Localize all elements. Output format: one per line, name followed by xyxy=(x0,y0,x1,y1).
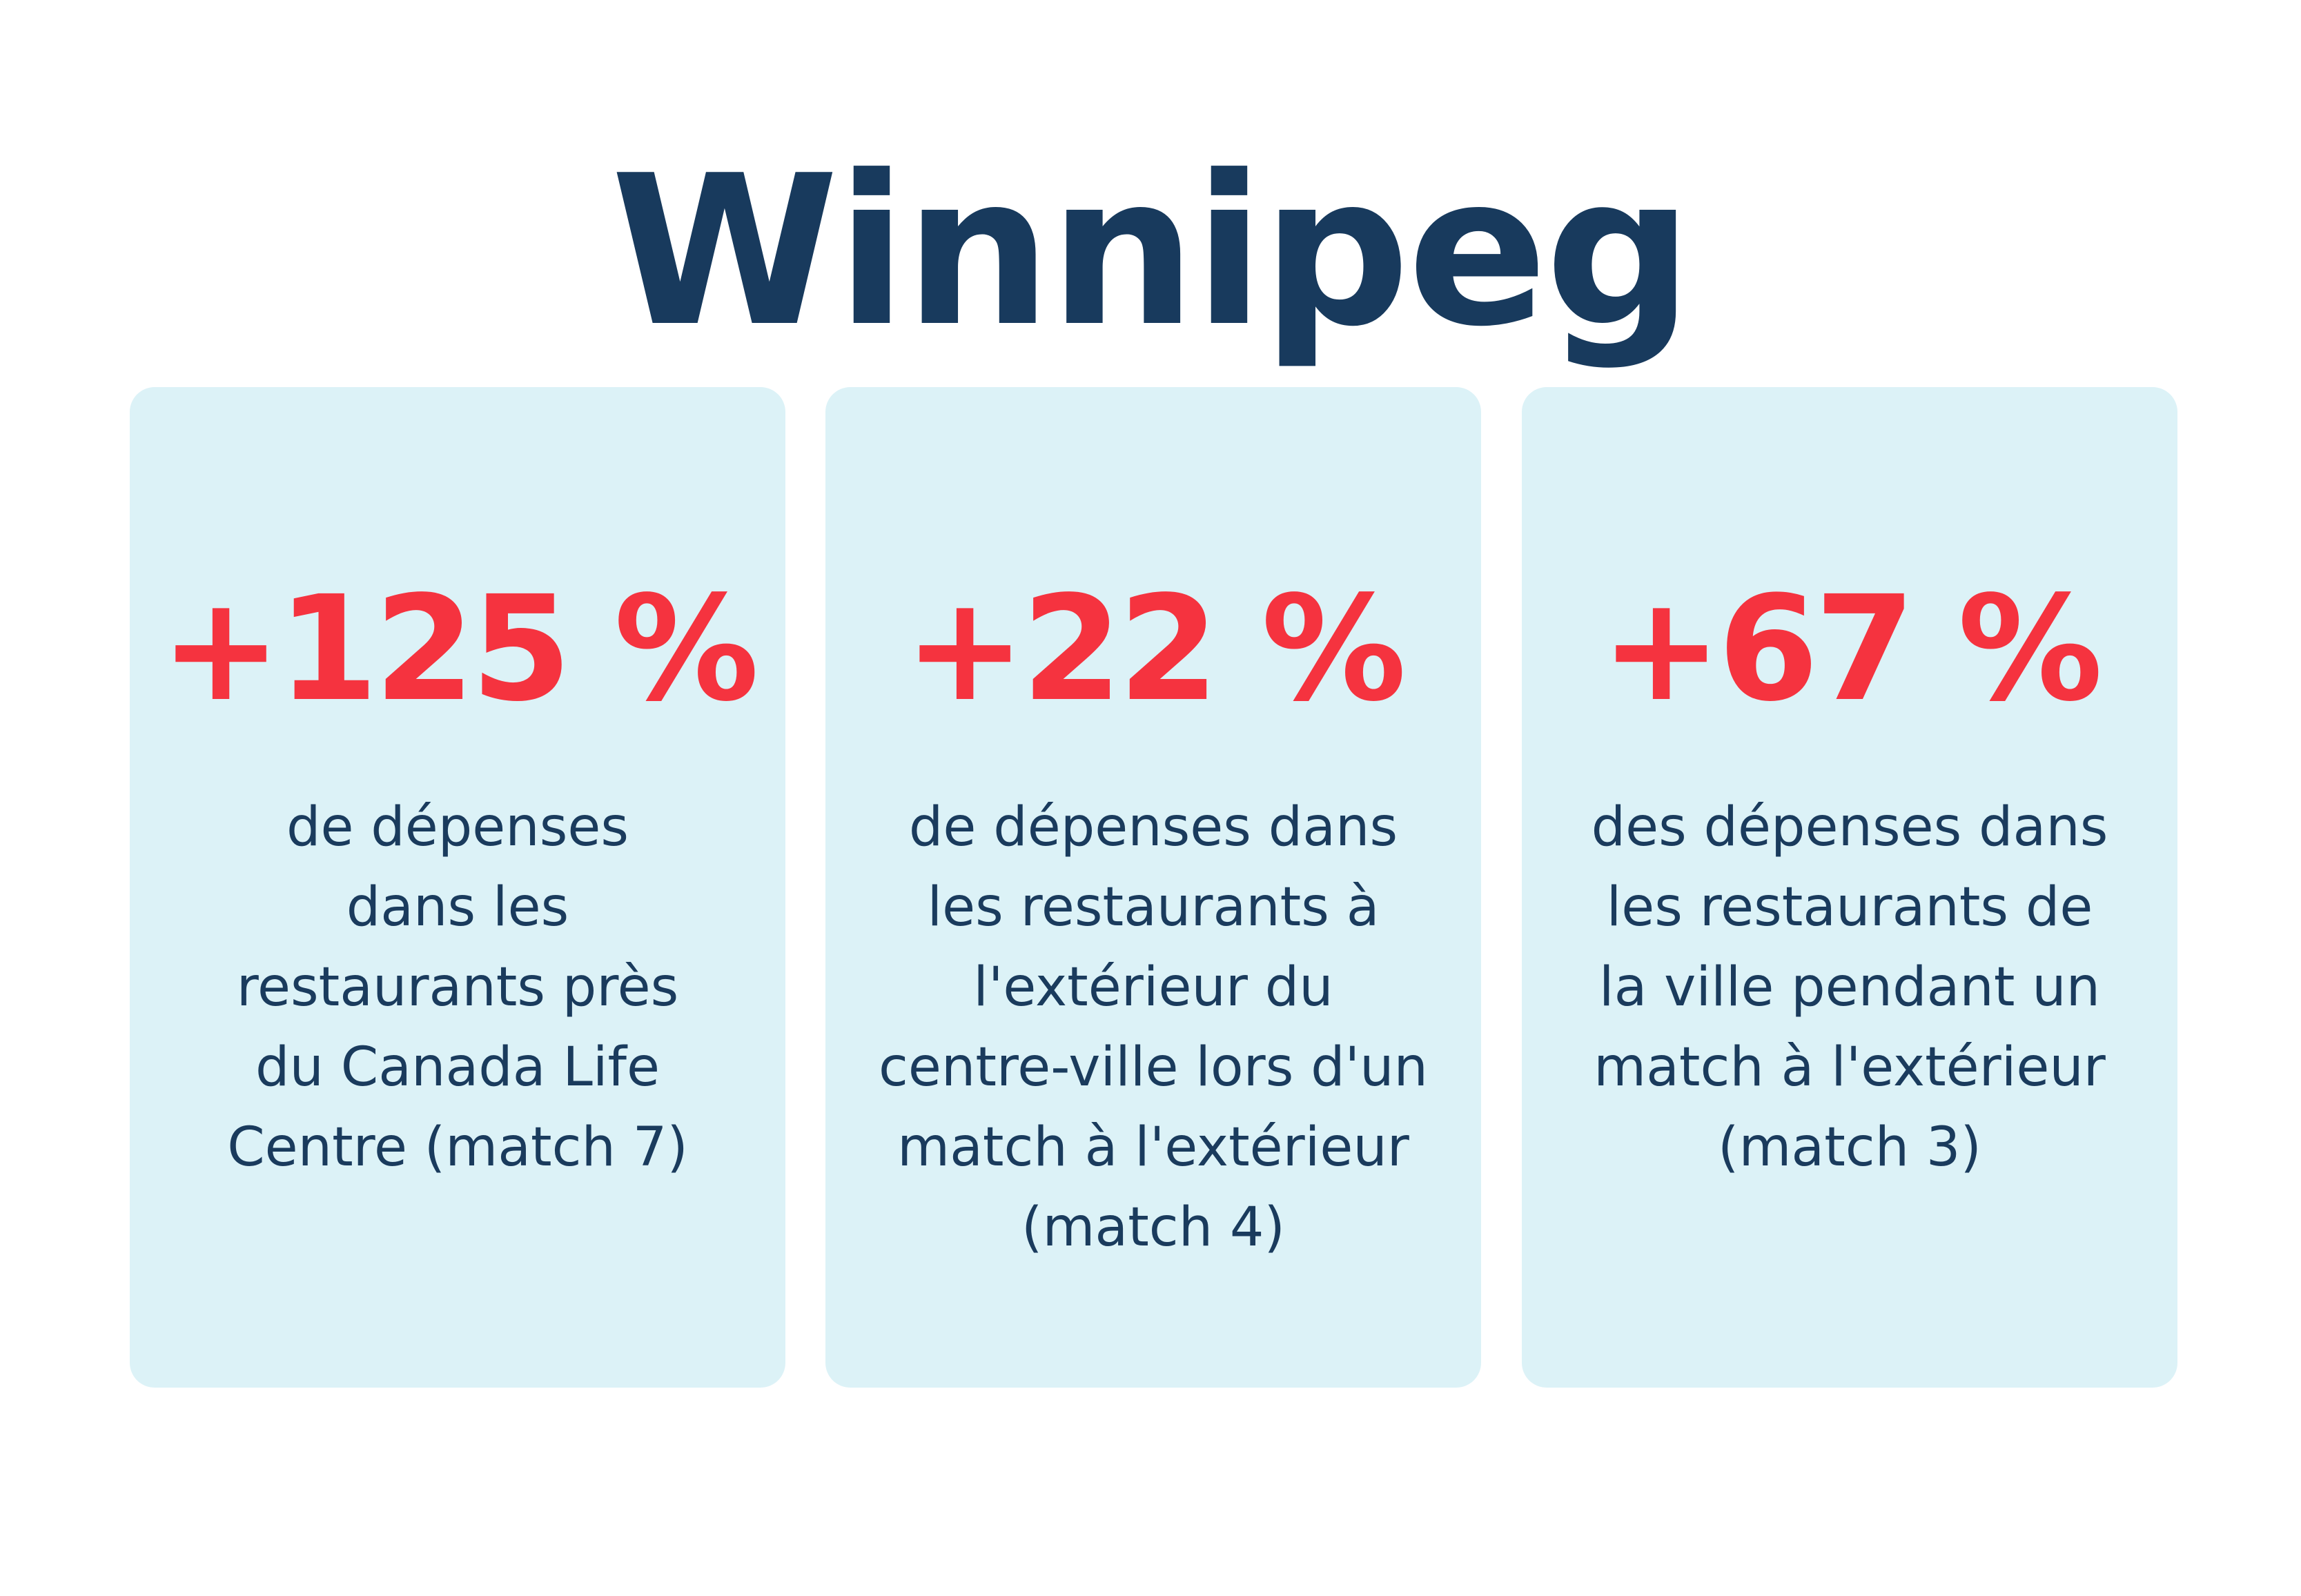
stat-value: +67 % xyxy=(1600,564,2103,733)
description-line: restaurants près xyxy=(236,956,679,1018)
description-line: de dépenses dans xyxy=(908,796,1398,858)
description-line: centre-ville lors d'un xyxy=(879,1036,1428,1099)
description-line: l'extérieur du xyxy=(973,956,1333,1018)
stat-description: des dépenses dans les restaurants de la … xyxy=(1536,787,2164,1188)
page-title: Winnipeg xyxy=(610,131,1694,372)
description-line: les restaurants de xyxy=(1606,876,2093,938)
stat-card-1: +125 % de dépenses dans les restaurants … xyxy=(130,387,785,1388)
stat-value: +125 % xyxy=(160,564,759,733)
description-line: du Canada Life xyxy=(255,1036,660,1099)
description-line: (match 4) xyxy=(1021,1196,1285,1259)
description-line: des dépenses dans xyxy=(1591,796,2108,858)
stat-description: de dépenses dans les restaurants près du… xyxy=(144,787,772,1188)
description-line: la ville pendant un xyxy=(1598,956,2101,1018)
description-line: dans les xyxy=(346,876,569,938)
stat-value: +22 % xyxy=(904,564,1407,733)
stat-card-3: +67 % des dépenses dans les restaurants … xyxy=(1522,387,2177,1388)
description-line: les restaurants à xyxy=(927,876,1380,938)
description-line: match à l'extérieur xyxy=(897,1116,1409,1179)
description-line: Centre (match 7) xyxy=(227,1116,688,1179)
stat-card-2: +22 % de dépenses dans les restaurants à… xyxy=(825,387,1481,1388)
stat-description: de dépenses dans les restaurants à l'ext… xyxy=(839,787,1467,1268)
description-line: (match 3) xyxy=(1718,1116,1981,1179)
description-line: de dépenses xyxy=(286,796,629,858)
description-line: match à l'extérieur xyxy=(1594,1036,2106,1099)
